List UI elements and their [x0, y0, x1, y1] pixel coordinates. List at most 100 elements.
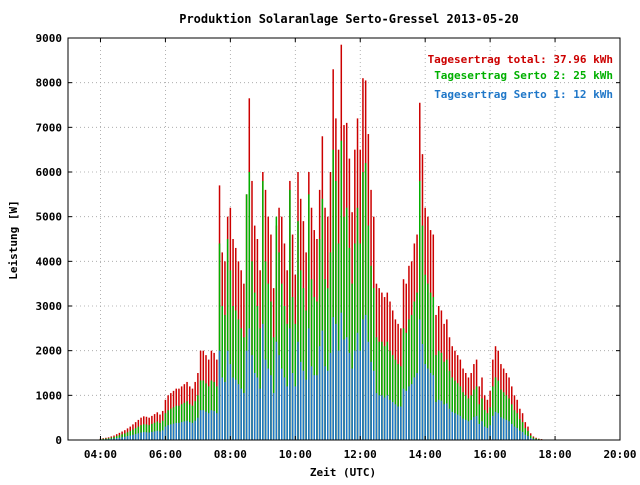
y-tick-label: 2000: [36, 345, 63, 358]
bar-serto1: [276, 342, 278, 440]
bar-serto1: [186, 421, 188, 440]
bar-serto1: [422, 344, 424, 440]
bar-serto1: [284, 377, 286, 440]
bar-serto1: [313, 375, 315, 440]
bar-serto1: [503, 419, 505, 440]
bar-serto1: [267, 369, 269, 440]
bar-serto1: [416, 373, 418, 440]
bar-serto1: [511, 424, 513, 440]
bar-serto1: [303, 371, 305, 440]
bar-serto1: [265, 360, 267, 440]
bar-serto1: [262, 324, 264, 440]
bar-serto1: [438, 400, 440, 440]
bar-serto1: [449, 409, 451, 440]
x-axis-label: Zeit (UTC): [310, 466, 376, 479]
bar-serto1: [135, 434, 137, 440]
bar-serto1: [175, 423, 177, 440]
bar-serto1: [457, 415, 459, 440]
bar-serto1: [286, 386, 288, 440]
bar-serto1: [243, 393, 245, 440]
bar-serto1: [316, 375, 318, 440]
bar-serto1: [338, 351, 340, 440]
bar-serto1: [484, 427, 486, 440]
bar-serto1: [132, 435, 134, 440]
bar-serto1: [246, 351, 248, 440]
bar-serto1: [357, 333, 359, 440]
bar-serto1: [138, 433, 140, 440]
x-tick-label: 18:00: [538, 448, 571, 461]
bar-serto1: [527, 436, 529, 440]
bar-serto1: [349, 353, 351, 440]
bar-serto1: [519, 431, 521, 440]
bar-serto1: [454, 413, 456, 440]
y-tick-label: 4000: [36, 255, 63, 268]
bar-serto1: [127, 436, 129, 440]
y-tick-label: 0: [55, 434, 62, 447]
bar-serto1: [154, 431, 156, 440]
bar-serto1: [300, 362, 302, 440]
y-tick-label: 5000: [36, 211, 63, 224]
bar-serto1: [492, 416, 494, 440]
bar-serto1: [146, 432, 148, 440]
bar-serto1: [362, 319, 364, 440]
bar-serto1: [143, 432, 145, 440]
bar-serto1: [370, 362, 372, 440]
legend-entry-serto1: Tagesertrag Serto 1: 12 kWh: [434, 88, 613, 101]
bar-serto1: [378, 395, 380, 440]
y-tick-label: 9000: [36, 32, 63, 45]
bar-serto1: [376, 393, 378, 440]
x-tick-label: 12:00: [344, 448, 377, 461]
bar-serto1: [465, 420, 467, 440]
x-tick-label: 06:00: [149, 448, 182, 461]
x-tick-label: 10:00: [279, 448, 312, 461]
y-tick-label: 7000: [36, 121, 63, 134]
bar-serto1: [295, 386, 297, 440]
bar-serto1: [500, 417, 502, 440]
bar-serto1: [487, 428, 489, 440]
bar-serto1: [335, 324, 337, 440]
bar-serto1: [249, 328, 251, 440]
bar-serto1: [203, 410, 205, 440]
x-tick-label: 20:00: [603, 448, 636, 461]
bar-serto1: [506, 420, 508, 440]
bar-serto1: [389, 400, 391, 440]
bar-serto1: [224, 382, 226, 440]
bar-serto1: [470, 420, 472, 440]
bar-serto1: [289, 328, 291, 440]
bar-serto1: [441, 401, 443, 440]
bar-serto1: [373, 371, 375, 440]
y-tick-label: 1000: [36, 389, 63, 402]
bar-serto1: [508, 421, 510, 440]
x-tick-label: 04:00: [84, 448, 117, 461]
bar-serto1: [257, 377, 259, 440]
bar-serto1: [451, 412, 453, 440]
bar-series: [100, 45, 543, 440]
bar-serto1: [227, 351, 229, 440]
bar-serto1: [414, 377, 416, 440]
bar-serto1: [311, 366, 313, 440]
bar-serto1: [211, 410, 213, 440]
bar-serto1: [197, 418, 199, 440]
bar-serto1: [194, 421, 196, 440]
bar-serto1: [516, 428, 518, 440]
bar-serto1: [384, 398, 386, 440]
x-tick-label: 08:00: [214, 448, 247, 461]
bar-serto1: [129, 436, 131, 440]
bar-serto1: [189, 422, 191, 440]
bar-serto1: [208, 413, 210, 440]
bar-serto1: [473, 417, 475, 440]
bar-serto1: [408, 386, 410, 440]
bar-serto1: [170, 424, 172, 440]
bar-serto1: [381, 395, 383, 440]
bar-serto1: [392, 402, 394, 440]
bar-serto1: [322, 331, 324, 440]
bar-serto1: [162, 430, 164, 440]
bar-serto1: [273, 393, 275, 440]
legend: Tagesertrag total: 37.96 kWh Tagesertrag…: [428, 53, 613, 101]
bar-serto1: [173, 424, 175, 440]
y-axis-label: Leistung [W]: [7, 200, 20, 279]
bar-serto1: [462, 419, 464, 440]
bar-serto1: [216, 413, 218, 440]
bar-serto1: [167, 425, 169, 440]
